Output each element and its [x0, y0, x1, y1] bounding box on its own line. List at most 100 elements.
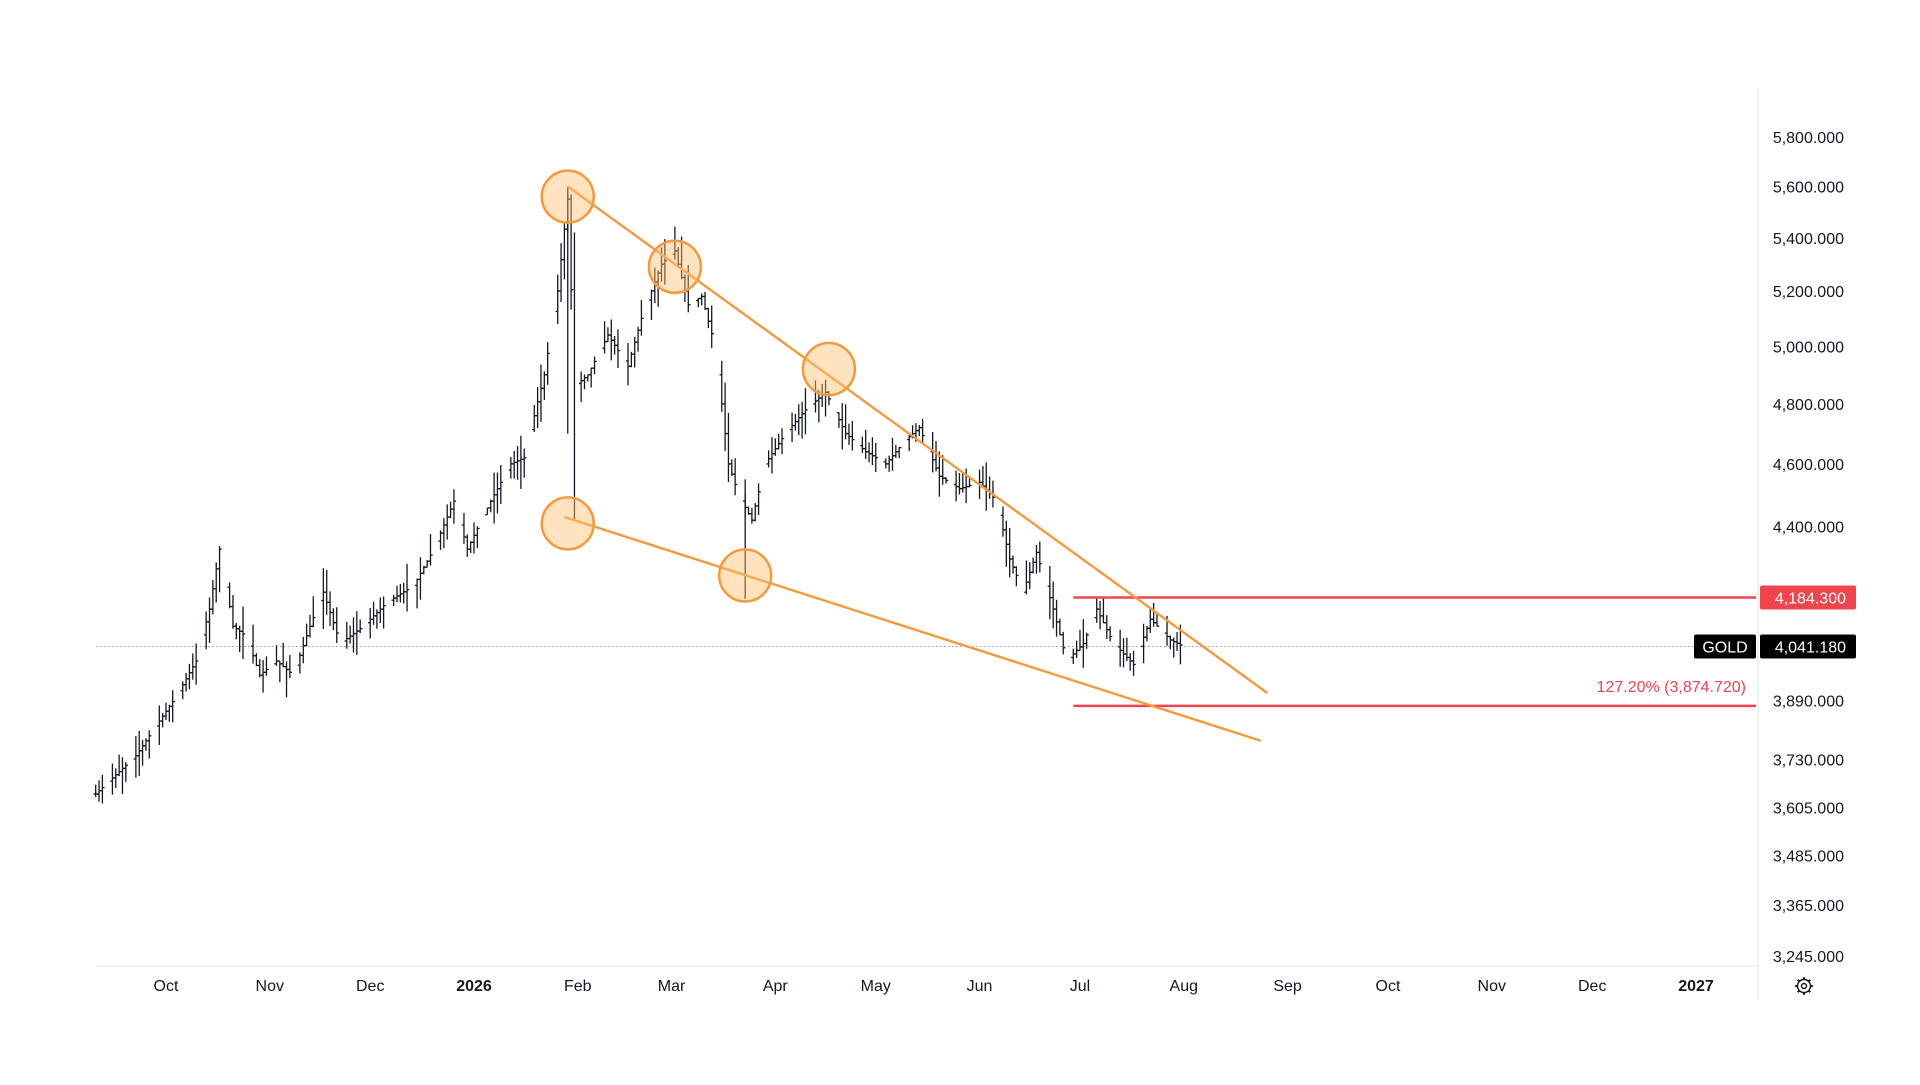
- ohlc-bar: [937, 451, 942, 497]
- price-tick-label: 3,605.000: [1773, 801, 1844, 818]
- price-tick-label: 5,800.000: [1773, 130, 1844, 147]
- ohlc-bar: [485, 507, 490, 516]
- touch-point-marker[interactable]: [717, 548, 773, 603]
- ohlc-bar: [428, 534, 433, 566]
- ohlc-bar: [137, 730, 142, 776]
- ohlc-bar: [756, 483, 761, 515]
- ohlc-bar: [451, 489, 457, 524]
- ohlc-bar: [1104, 615, 1109, 640]
- price-tick-label: 5,400.000: [1773, 231, 1844, 248]
- price-tick-label: 3,485.000: [1773, 848, 1844, 865]
- trendline-upper[interactable]: [567, 185, 1269, 695]
- symbol-tag: [1694, 634, 1756, 659]
- ohlc-bar: [769, 437, 775, 474]
- time-tick-label: Oct: [1376, 978, 1401, 995]
- ohlc-bar: [254, 653, 259, 667]
- time-tick-label: Aug: [1170, 978, 1198, 995]
- ohlc-bar: [532, 405, 537, 432]
- ohlc-bar: [147, 730, 152, 759]
- ohlc-bar: [394, 585, 400, 603]
- gear-icon[interactable]: [1795, 977, 1813, 995]
- ohlc-bar: [545, 342, 550, 385]
- ohlc-bar: [1057, 618, 1063, 636]
- ohlc-bar: [920, 419, 925, 444]
- time-tick-label: Dec: [1578, 978, 1606, 995]
- ohlc-bar: [870, 437, 875, 466]
- ohlc-bar: [354, 611, 360, 655]
- ohlc-bar: [116, 754, 122, 777]
- ohlc-bar: [917, 425, 922, 437]
- ohlc-bar: [240, 606, 246, 660]
- ohlc-bar: [709, 305, 714, 349]
- level-price-tag: [1760, 585, 1856, 610]
- price-tick-label: 3,730.000: [1773, 753, 1844, 770]
- touch-point-marker[interactable]: [540, 496, 596, 551]
- time-tick-label: Mar: [658, 978, 686, 995]
- ohlc-bar: [873, 443, 878, 473]
- time-tick-label: May: [861, 978, 891, 995]
- touch-point-marker[interactable]: [647, 239, 703, 295]
- price-axis[interactable]: 5,800.000 5,600.000 5,400.000 5,200.000 5,00…: [1773, 130, 1844, 966]
- ohlc-bar: [886, 455, 892, 472]
- ohlc-bar: [404, 563, 410, 612]
- ohlc-bar: [414, 578, 420, 609]
- touch-point-marker[interactable]: [540, 169, 596, 224]
- ohlc-bar: [933, 441, 939, 472]
- ohlc-bar: [324, 569, 329, 615]
- time-tick-label: Jun: [967, 978, 993, 995]
- fib-extension-label: 127.20% (3,874.720): [1597, 679, 1746, 696]
- ohlc-bar: [1010, 555, 1016, 574]
- ohlc-bar: [203, 611, 209, 650]
- ohlc-bar: [515, 445, 520, 480]
- ohlc-bar: [327, 591, 333, 626]
- ohlc-bar: [508, 456, 514, 479]
- ohlc-bar: [210, 579, 216, 615]
- ohlc-bar: [1171, 637, 1176, 658]
- ohlc-bar: [615, 329, 621, 369]
- ohlc-bars[interactable]: [93, 186, 1183, 804]
- ohlc-bar: [518, 435, 524, 489]
- ohlc-bar: [1014, 566, 1019, 587]
- price-tick-label: 3,245.000: [1773, 949, 1844, 966]
- ohlc-bar: [140, 739, 145, 766]
- ohlc-bar: [100, 774, 105, 804]
- last-price-tag: [1760, 634, 1856, 659]
- ohlc-bar: [1107, 626, 1113, 642]
- ohlc-bar: [957, 473, 962, 495]
- trendline-lower[interactable]: [564, 515, 1262, 742]
- ohlc-bar: [662, 239, 668, 285]
- ohlc-bar: [230, 595, 236, 629]
- ohlc-bar: [1121, 638, 1126, 668]
- ohlc-bar: [846, 423, 852, 445]
- ohlc-bar: [123, 761, 129, 783]
- time-tick-label: 2026: [456, 978, 492, 995]
- ohlc-bar: [217, 546, 222, 593]
- ohlc-bar: [193, 643, 199, 685]
- ohlc-bar: [555, 274, 560, 325]
- ohlc-bar: [863, 429, 868, 459]
- ohlc-bar: [381, 596, 386, 629]
- touch-point-marker[interactable]: [801, 341, 857, 397]
- ohlc-bar: [445, 504, 450, 540]
- time-axis[interactable]: Oct Nov Dec 2026 Feb Mar Apr May Jun Jul Aug Sep Oct…: [154, 978, 1714, 995]
- ohlc-bar: [1007, 527, 1012, 578]
- ohlc-bar: [110, 763, 115, 795]
- ohlc-bar: [796, 404, 801, 436]
- level-price-label: 4,184.300: [1775, 590, 1846, 607]
- ohlc-bar: [170, 690, 175, 723]
- ohlc-bar: [331, 608, 336, 631]
- ohlc-bar: [207, 597, 212, 643]
- ohlc-bar: [491, 472, 497, 524]
- ohlc-bar: [706, 307, 711, 329]
- ohlc-bar: [227, 582, 232, 609]
- ohlc-bar: [943, 477, 949, 484]
- gear-tooth: [1807, 979, 1811, 983]
- price-tick-label: 3,365.000: [1773, 898, 1844, 915]
- time-tick-label: Nov: [1478, 978, 1506, 995]
- ohlc-bar: [907, 434, 912, 451]
- ohlc-bar: [562, 221, 567, 280]
- ohlc-bar: [1097, 600, 1103, 630]
- ohlc-bar: [1034, 544, 1039, 574]
